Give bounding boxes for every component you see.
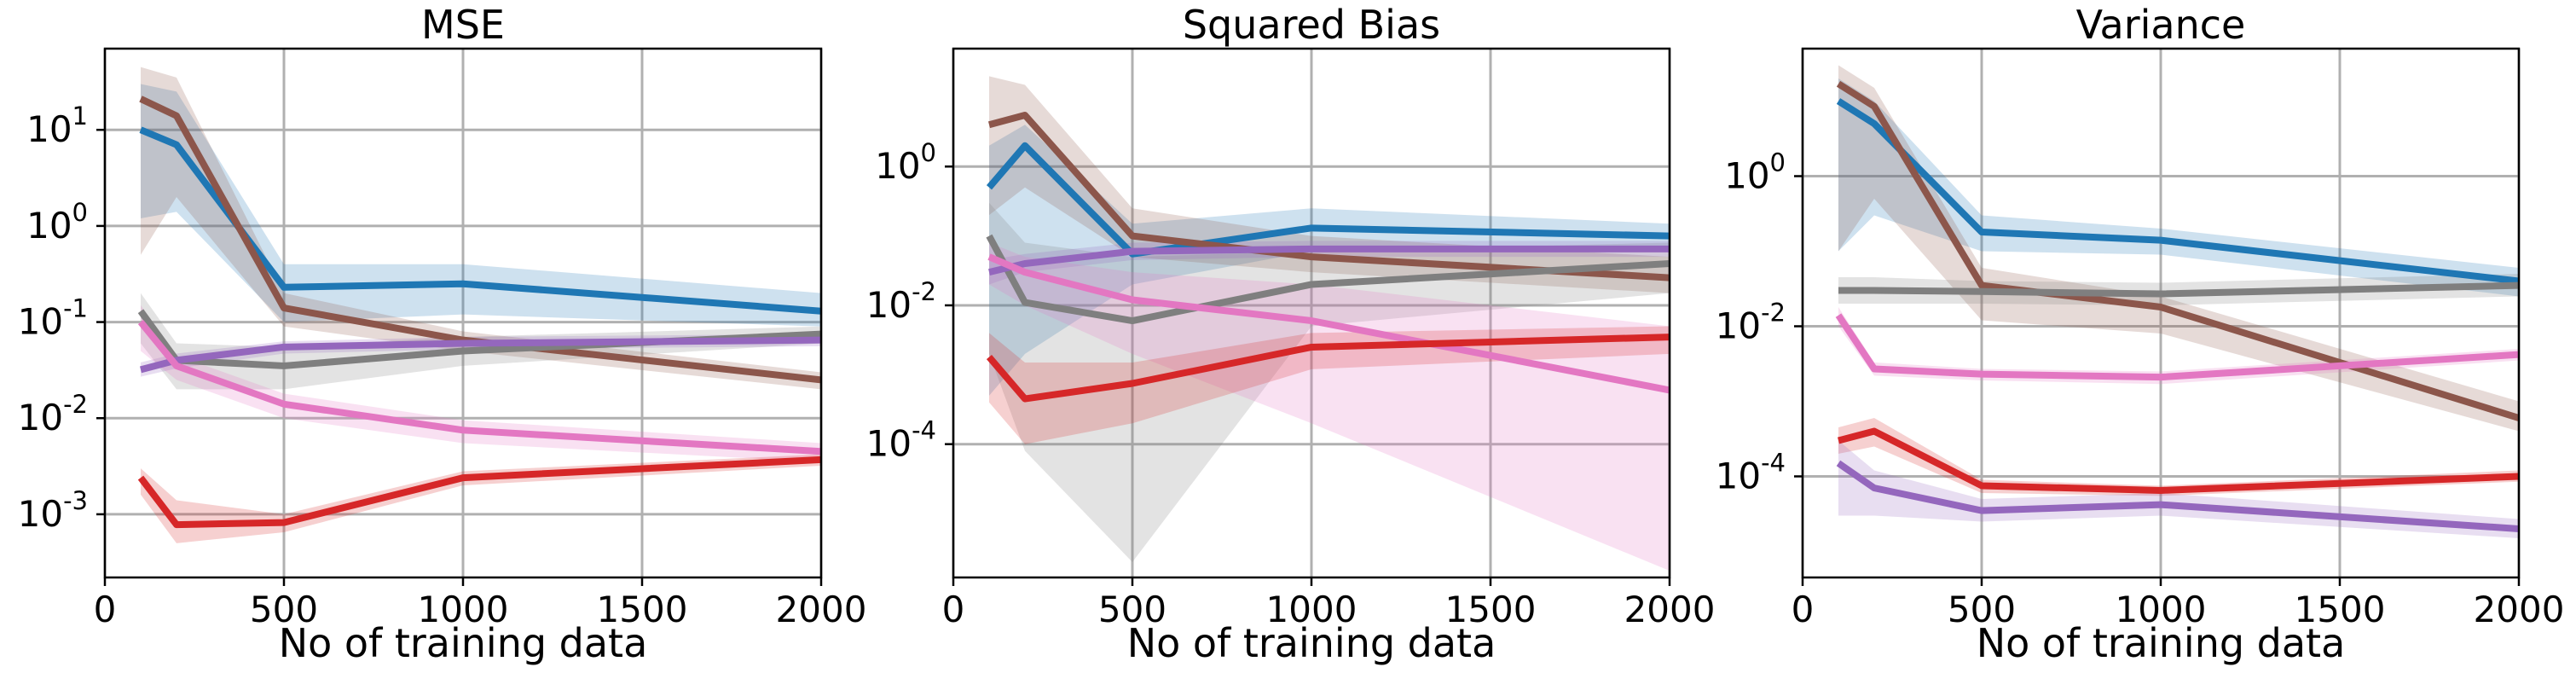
series-line <box>986 334 1670 403</box>
series-line <box>986 234 1670 325</box>
x-axis-label: No of training data <box>279 620 648 666</box>
y-tick-label: 10-3 <box>18 486 88 535</box>
x-axis-label: No of training data <box>1977 620 2346 666</box>
x-tick-label: 2000 <box>2474 589 2565 630</box>
x-tick-label: 500 <box>1098 589 1166 630</box>
series-line <box>1837 427 2519 494</box>
x-tick-label: 2000 <box>1624 589 1716 630</box>
x-tick-label: 1000 <box>1266 589 1357 630</box>
x-tick-label: 0 <box>942 589 965 630</box>
y-tick-label: 10-2 <box>1716 298 1786 346</box>
x-tick-label: 1500 <box>2295 589 2386 630</box>
series-band <box>989 202 1670 562</box>
series-line <box>1835 313 2519 381</box>
series-line <box>1836 460 2519 532</box>
series-line <box>1836 98 2519 285</box>
x-tick-label: 500 <box>250 589 318 630</box>
series-line <box>139 96 821 384</box>
series-band <box>141 454 821 543</box>
panel-squared-bias: 0 500 1000 1500 2000 10-4 10-2 100 Squared Bias N… <box>866 2 1716 666</box>
chart-title: Squared Bias <box>1183 2 1440 48</box>
series-band <box>141 84 821 327</box>
y-tick-label: 10-4 <box>1716 448 1786 496</box>
x-tick-label: 1500 <box>597 589 688 630</box>
chart-title: Variance <box>2076 2 2246 48</box>
series-band <box>141 305 821 462</box>
y-tick-label: 101 <box>26 102 88 150</box>
series-band <box>1838 78 2519 297</box>
y-tick-label: 100 <box>1724 148 1786 197</box>
series-band <box>1838 273 2519 305</box>
series-line <box>1838 281 2519 298</box>
series-line <box>1836 80 2519 421</box>
x-tick-label: 0 <box>1792 589 1815 630</box>
x-tick-label: 2000 <box>776 589 867 630</box>
series-band <box>989 242 1670 571</box>
x-tick-label: 1000 <box>418 589 509 630</box>
series-band <box>1838 440 2519 538</box>
y-tick-label: 10-4 <box>866 416 936 465</box>
series-band <box>141 67 821 390</box>
chart-title: MSE <box>421 2 505 48</box>
x-axis-label: No of training data <box>1127 620 1496 666</box>
y-tick-label: 10-2 <box>866 277 936 326</box>
panel-variance: 0 500 1000 1500 2000 10-4 10-2 100 Variance No of… <box>1716 2 2565 666</box>
y-tick-label: 100 <box>26 198 88 247</box>
x-tick-label: 0 <box>94 589 117 630</box>
series-band <box>989 125 1670 396</box>
y-tick-label: 100 <box>875 138 936 187</box>
y-tick-label: 10-1 <box>18 294 88 343</box>
x-tick-label: 1000 <box>2116 589 2207 630</box>
x-tick-label: 1500 <box>1445 589 1537 630</box>
series-band <box>1838 418 2519 496</box>
series-line <box>137 455 821 529</box>
series-line <box>139 336 821 374</box>
series-line <box>987 111 1670 281</box>
x-tick-label: 500 <box>1948 589 2016 630</box>
y-tick-label: 10-2 <box>18 390 88 438</box>
panel-mse: 0 500 1000 1500 2000 10-3 10-2 10-1 100 101 MSE No … <box>18 2 867 666</box>
series-line <box>139 126 821 315</box>
series-line <box>137 320 821 455</box>
